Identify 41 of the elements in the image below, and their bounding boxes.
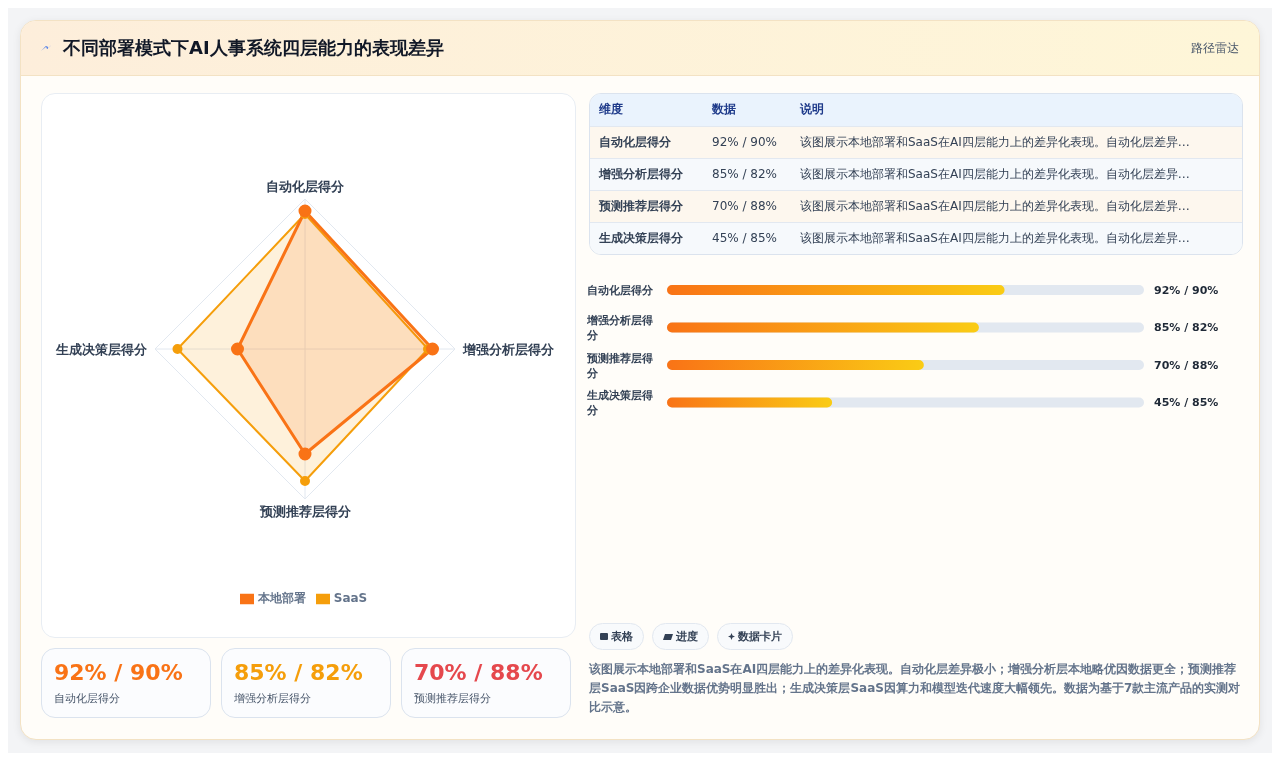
text: 增强分析层得分: [234, 691, 312, 706]
legend-label: 本地部署: [257, 591, 306, 605]
text: 该图展示本地部署和SaaS在AI四层能力上的差异化表现。自动化层差异…: [799, 133, 1191, 151]
text: 70% / 88%: [711, 198, 778, 215]
text: 该图展示本地部署和SaaS在AI四层能力上的差异化表现。自动化层差异…: [799, 229, 1191, 247]
text: 数据卡片: [717, 623, 793, 650]
spoke-label: 自动化层得分: [266, 179, 345, 194]
y-tick-label: 生成决策层得分: [586, 388, 653, 417]
text: 增强分析层得分: [597, 165, 684, 183]
chart-title: 不同部署模式下AI人事系统四层能力的表现差异: [63, 36, 444, 60]
text: 进度: [652, 623, 709, 650]
legend-label: SaaS: [333, 591, 368, 605]
text: 数据: [711, 101, 737, 119]
text: 说明: [799, 101, 825, 119]
y-tick-label: 预测推荐层得分: [586, 351, 653, 380]
data-label: 92% / 90%: [1154, 283, 1219, 297]
text: 表格: [589, 623, 644, 650]
text: 45% / 85%: [711, 230, 778, 248]
text: 生成决策层得分: [598, 229, 684, 247]
text: 该图展示本地部署和SaaS在AI四层能力上的差异化表现。自动化层差异极小；增强分析层本地略优因数据更全；预测推荐层SaaS因跨企业数据优势明显胜出；生成决策层SaaS因算力和模型迭代速度大幅领先。数据为基于7款主流产品的实测对比示意。: [589, 661, 1241, 716]
spoke-label: 生成决策层得分: [55, 341, 148, 357]
data-label: 70% / 88%: [1154, 358, 1219, 372]
y-tick-label: 自动化层得分: [587, 283, 654, 297]
text: 自动化层得分: [54, 691, 121, 706]
text: 预测推荐层得分: [414, 691, 492, 706]
y-tick-label: 增强分析层得分: [586, 313, 653, 342]
data-label: 85% / 82%: [1154, 321, 1219, 334]
text: 路径雷达: [1191, 39, 1239, 57]
text: 维度: [598, 101, 624, 119]
text: 该图展示本地部署和SaaS在AI四层能力上的差异化表现。自动化层差异…: [799, 197, 1191, 215]
spoke-label: 预测推荐层得分: [258, 504, 352, 520]
text: 该图展示本地部署和SaaS在AI四层能力上的差异化表现。自动化层差异…: [799, 165, 1191, 183]
text: 预测推荐层得分: [598, 197, 684, 215]
text: 自动化层得分: [598, 133, 672, 151]
text: 92% / 90%: [54, 659, 184, 687]
spoke-label: 增强分析层得分: [462, 341, 555, 357]
text: 70% / 88%: [414, 659, 544, 687]
text: 92% / 90%: [711, 134, 778, 151]
data-label: 45% / 85%: [1154, 396, 1219, 409]
text: 85% / 82%: [234, 659, 364, 687]
text: 85% / 82%: [711, 166, 778, 183]
